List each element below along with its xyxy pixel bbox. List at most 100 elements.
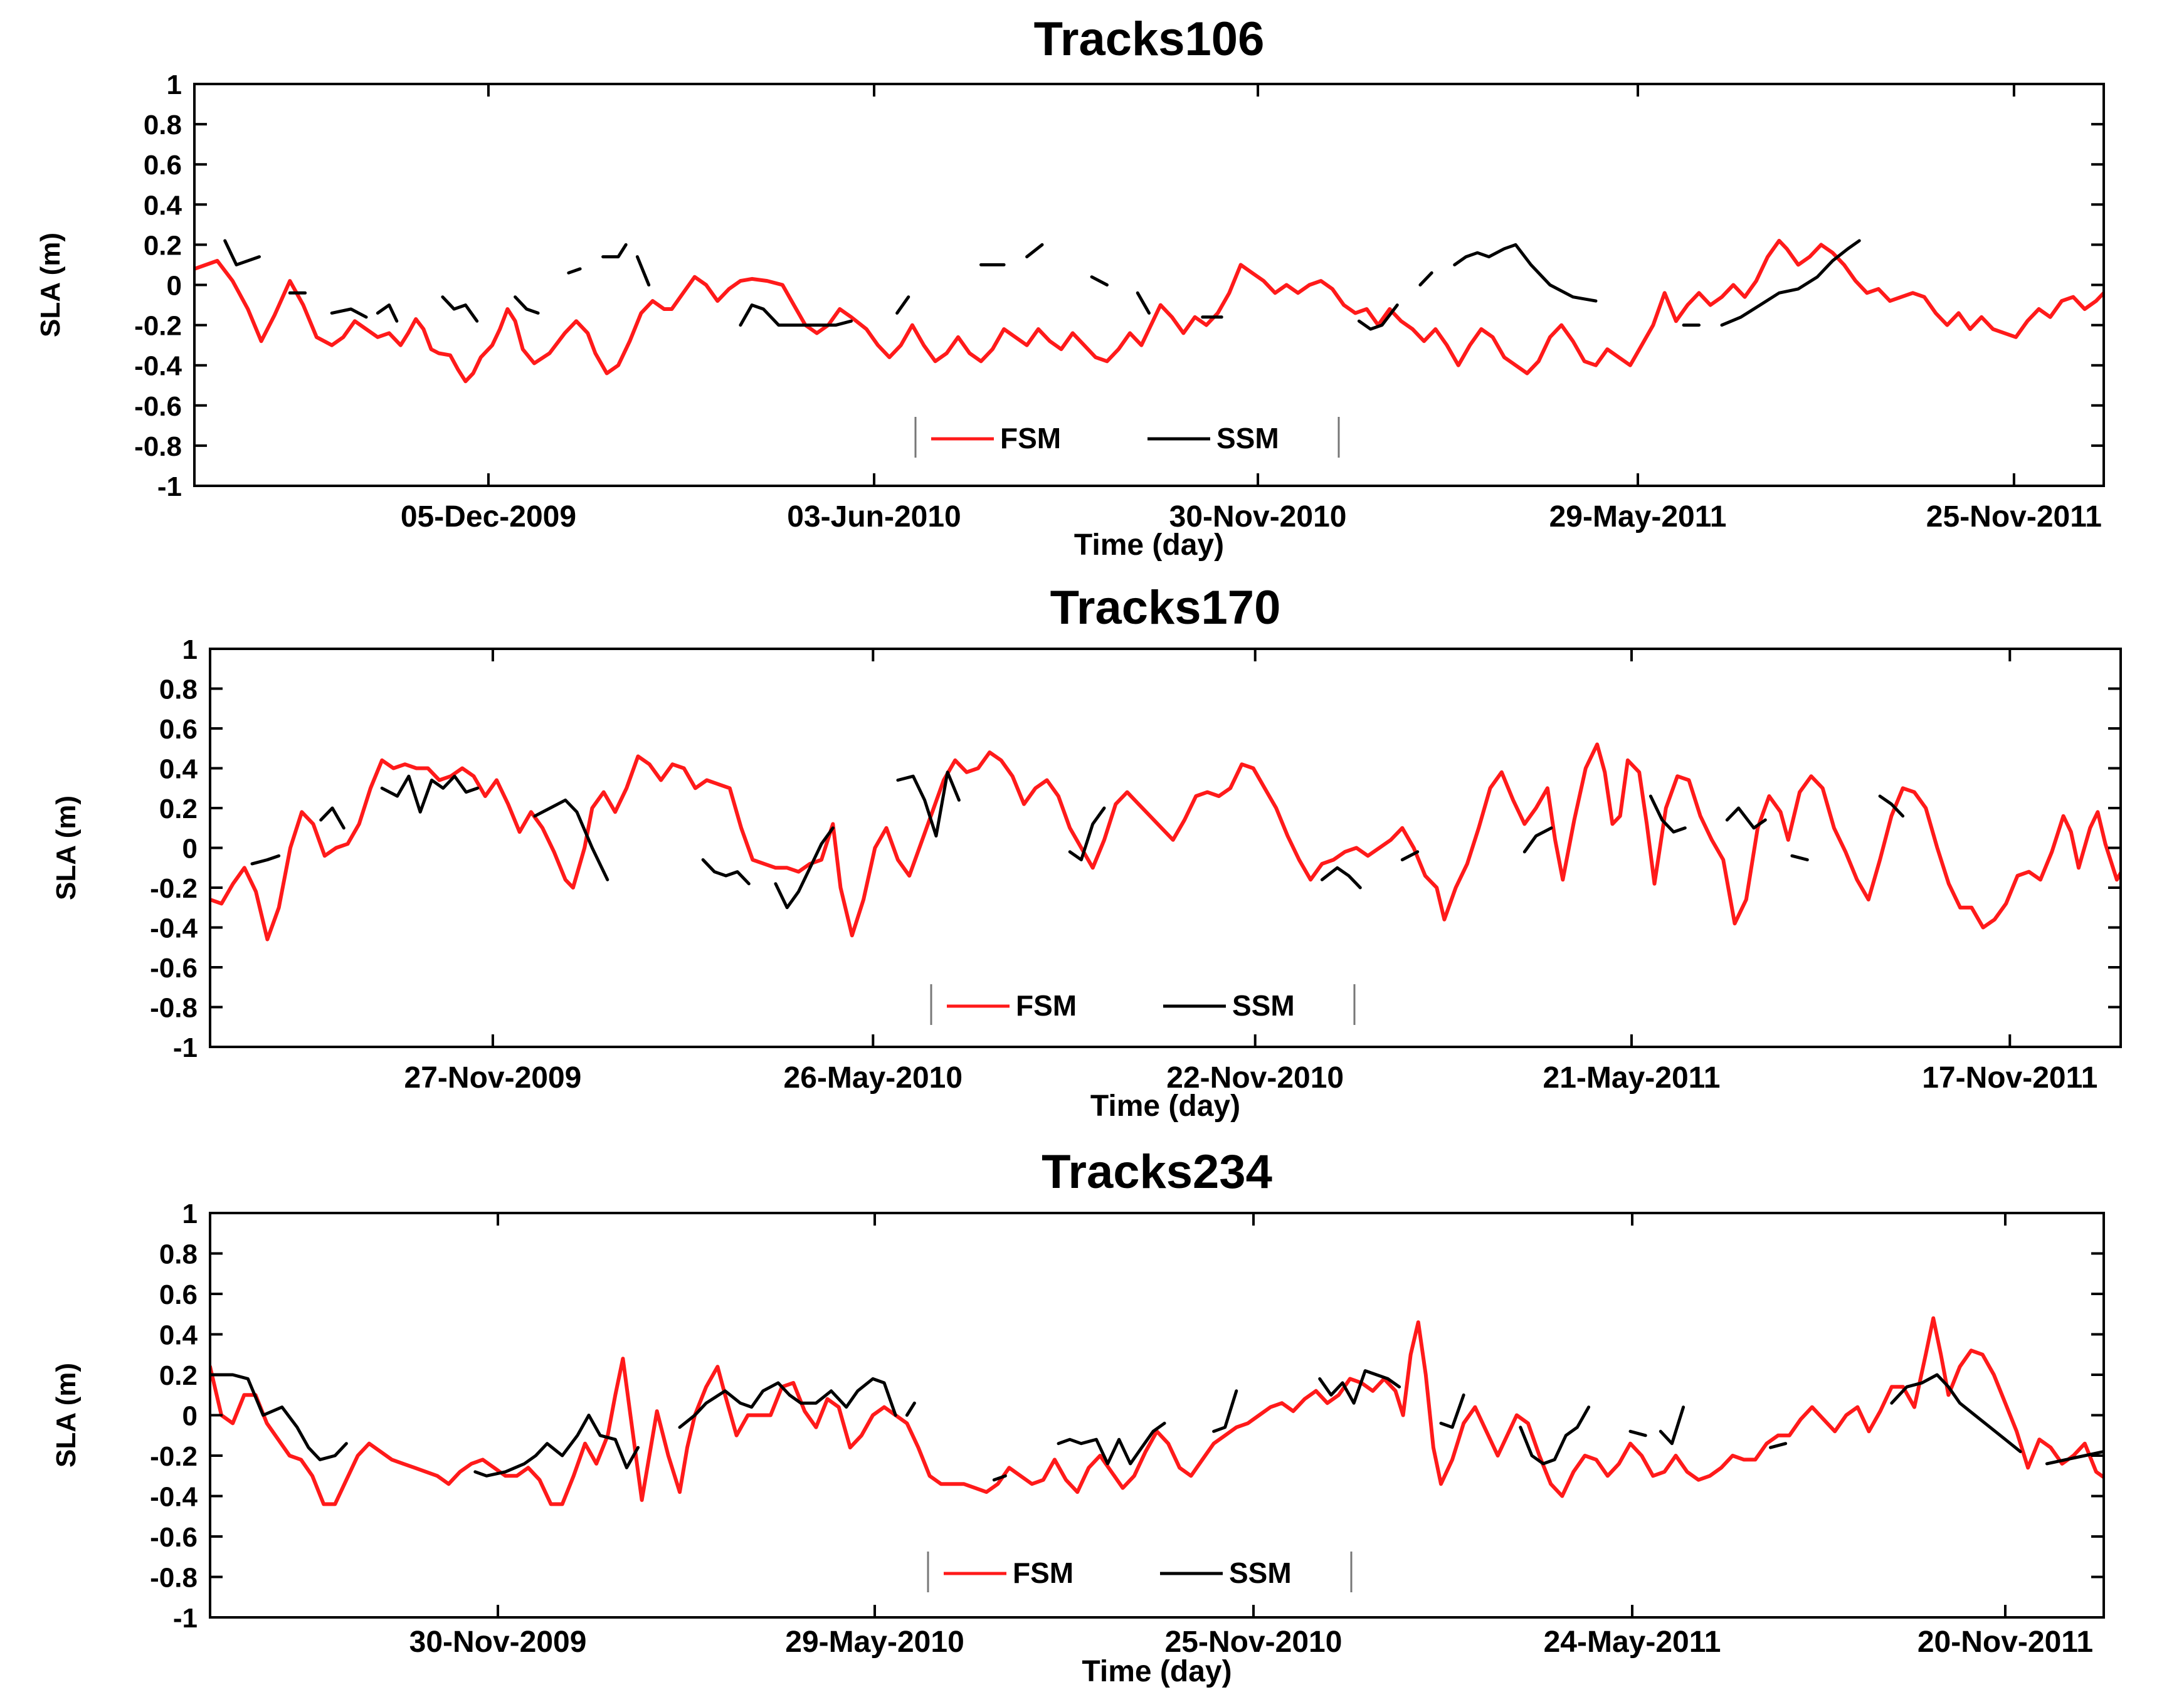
ssm-line-segment-17	[1357, 303, 1399, 331]
ssm-line-segment-9	[1320, 866, 1362, 890]
legend: FSM SSM	[930, 984, 1356, 1025]
y-tick-label: -0.8	[150, 1563, 198, 1594]
y-tick-label: 0.4	[144, 190, 182, 221]
ssm-line-segment-6	[514, 295, 540, 315]
x-axis-label: Time (day)	[1082, 1655, 1232, 1688]
y-tick-label: 0.2	[159, 1360, 198, 1391]
ssm-line-segment-11	[1522, 826, 1553, 854]
y-tick-label: 1	[182, 634, 198, 665]
ssm-line-segment-21	[1720, 239, 1861, 327]
chart-title: Tracks170	[1050, 581, 1281, 634]
legend-ssm-label: SSM	[1229, 1557, 1292, 1589]
ssm-line-segment-18	[1418, 271, 1433, 286]
x-axis-label: Time (day)	[1090, 1090, 1240, 1123]
ssm-line-segment-13	[1769, 1442, 1788, 1449]
legend: FSM SSM	[914, 417, 1340, 458]
ssm-line-segment-4	[376, 303, 399, 323]
ssm-line-segment-10	[1519, 1405, 1591, 1466]
y-axis-label: SLA (m)	[51, 796, 82, 900]
ssm-line-segment-14	[1090, 275, 1109, 286]
y-tick-label: 0.8	[159, 675, 198, 705]
fsm-line	[210, 1316, 2104, 1506]
ssm-line-segment-10	[1400, 850, 1420, 861]
ssm-line-segment-12	[1659, 1405, 1685, 1446]
y-tick-label: -0.4	[150, 913, 198, 944]
y-tick-label: 0.4	[159, 754, 198, 785]
y-tick-label: 0.2	[159, 794, 198, 824]
fsm-line	[210, 742, 2121, 942]
ssm-line-segment-9	[1439, 1393, 1465, 1429]
y-tick-label: 1	[167, 70, 182, 100]
chart-panel-1: Tracks106 1 0.8 0.6 0.4 0.2 0 -0.2 -0.4 -0.6 -0.8 -…	[35, 13, 2105, 562]
y-tick-label: -0.8	[134, 431, 182, 462]
y-tick-label: -0.6	[134, 391, 182, 422]
ssm-line-segment-14	[1890, 1373, 2022, 1454]
ssm-line-segment-1	[223, 239, 261, 266]
chart-panel-3: Tracks234 1 0.8 0.6 0.4 0.2 0 -0.2 -0.4 -0.6 -0.8 -…	[51, 1145, 2105, 1688]
ssm-line-segment-9	[635, 255, 651, 286]
y-tick-label: -0.6	[150, 1522, 198, 1553]
ssm-line-segment-3	[330, 307, 368, 319]
x-tick-label: 29-May-2011	[1549, 500, 1727, 533]
x-axis-label: Time (day)	[1074, 528, 1224, 562]
y-tick-label: 0.4	[159, 1320, 198, 1351]
x-tick-label: 22-Nov-2010	[1166, 1061, 1344, 1095]
ssm-line-segment-5	[992, 1474, 1007, 1482]
chart-title: Tracks106	[1034, 13, 1265, 66]
ssm-line-segment-19	[1453, 243, 1598, 303]
ssm-line-segment-4	[905, 1401, 916, 1417]
x-tick-label: 21-May-2011	[1543, 1061, 1721, 1095]
ssm-line-segment-7	[567, 267, 582, 275]
y-tick-label: -0.4	[150, 1482, 198, 1513]
y-tick-label: 0	[182, 1401, 198, 1432]
x-tick-label: 30-Nov-2010	[1169, 500, 1347, 533]
ssm-line-segment-2	[319, 806, 346, 830]
x-tick-label: 20-Nov-2011	[1918, 1626, 2093, 1659]
ssm-line-segment-16	[2144, 816, 2159, 820]
ssm-line-segment-11	[895, 295, 910, 315]
y-tick-label: -0.2	[134, 311, 182, 342]
ssm-line-segment-6	[774, 826, 835, 910]
ssm-line-segment-4	[533, 798, 609, 881]
ssm-line-segment-14	[1790, 854, 1809, 861]
y-tick-label: -1	[157, 471, 182, 502]
y-tick-label: -1	[173, 1032, 198, 1063]
y-tick-label: -0.2	[150, 1441, 198, 1472]
ssm-line-segment-1	[210, 1373, 348, 1461]
y-axis-label: SLA (m)	[35, 233, 66, 337]
ssm-line-segment-15	[2045, 1449, 2104, 1466]
ssm-line-segment-11	[1628, 1429, 1647, 1437]
ssm-line-segment-15	[1878, 794, 1905, 818]
x-tick-label: 24-May-2011	[1544, 1626, 1721, 1659]
ssm-line-segment-13	[1025, 243, 1044, 259]
legend-fsm-label: FSM	[1000, 422, 1061, 454]
legend-ssm-label: SSM	[1232, 989, 1295, 1022]
y-tick-label: -0.8	[150, 993, 198, 1024]
ssm-line-segment-1	[250, 854, 281, 866]
y-tick-label: -1	[173, 1603, 198, 1634]
ssm-line-segment-3	[380, 774, 480, 814]
y-axis-label: SLA (m)	[51, 1363, 82, 1468]
ssm-line-segment-5	[701, 858, 751, 886]
legend-ssm-label: SSM	[1216, 422, 1279, 454]
x-tick-label: 30-Nov-2009	[409, 1626, 587, 1659]
x-tick-label: 29-May-2010	[785, 1626, 964, 1659]
y-tick-label: 1	[182, 1199, 198, 1229]
ssm-line-segment-15	[1136, 291, 1151, 315]
chart-title: Tracks234	[1042, 1145, 1272, 1199]
x-tick-label: 17-Nov-2011	[1922, 1061, 2097, 1095]
y-tick-label: 0	[167, 271, 182, 302]
chart-panel-2: Tracks170 1 0.8 0.6 0.4 0.2 0 -0.2 -0.4 -0.6 -0.8 -…	[51, 581, 2159, 1123]
y-tick-label: 0.6	[144, 150, 182, 181]
ssm-line-segment-8	[1318, 1369, 1401, 1405]
y-tick-label: -0.2	[150, 873, 198, 904]
ssm-line-segment-12	[1649, 794, 1687, 834]
ssm-line-segment-3	[678, 1377, 897, 1429]
y-tick-label: 0.8	[159, 1239, 198, 1270]
ssm-line-segment-6	[1057, 1421, 1166, 1466]
ssm-line-segment-13	[1725, 806, 1767, 830]
y-tick-label: 0.6	[159, 1279, 198, 1310]
ssm-line-segment-2	[473, 1414, 640, 1478]
legend-fsm-label: FSM	[1016, 989, 1077, 1022]
